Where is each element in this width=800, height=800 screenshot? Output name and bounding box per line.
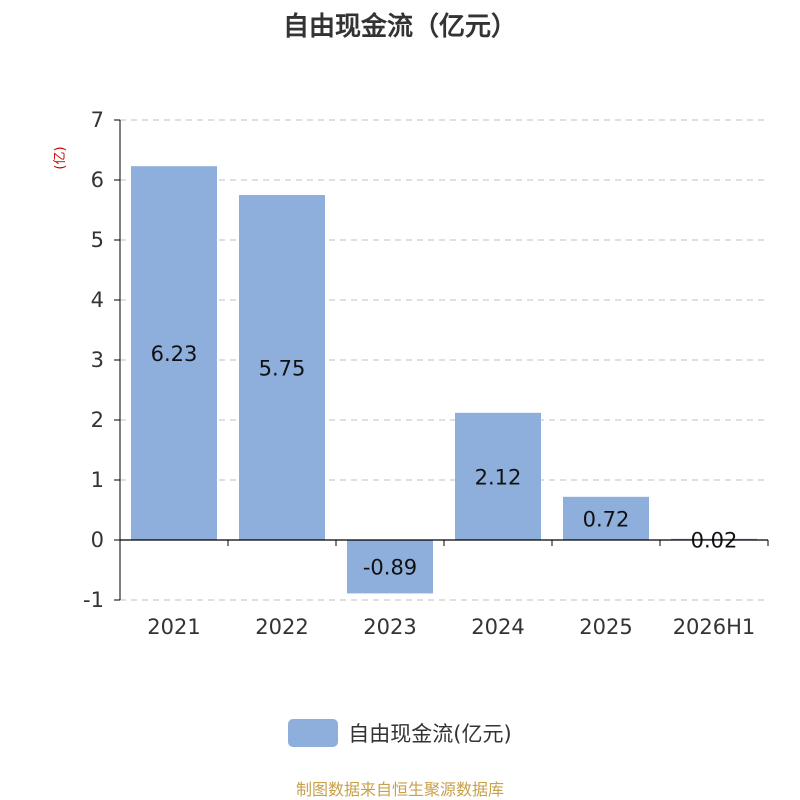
y-unit-label: (亿)	[53, 146, 68, 169]
x-tick-label: 2025	[579, 615, 632, 639]
y-tick-label: 5	[91, 228, 104, 252]
x-tick-label: 2026H1	[673, 615, 756, 639]
bar	[455, 412, 541, 540]
bar-data-label: 6.23	[151, 342, 198, 366]
bar-data-label: 5.75	[259, 357, 306, 381]
bar-data-label: -0.89	[363, 556, 417, 580]
bar	[131, 166, 217, 540]
bar-data-label: 2.12	[475, 465, 522, 489]
y-tick-label: 3	[91, 348, 104, 372]
source-note: 制图数据来自恒生聚源数据库	[295, 780, 504, 799]
x-tick-label: 2024	[471, 615, 524, 639]
y-tick-label: -1	[83, 588, 104, 612]
legend[interactable]: 自由现金流(亿元)	[0, 718, 800, 748]
bar-data-label: 0.72	[583, 507, 630, 531]
x-tick-label: 2021	[147, 615, 200, 639]
x-tick-label: 2023	[363, 615, 416, 639]
y-tick-label: 0	[91, 528, 104, 552]
bar	[563, 496, 649, 540]
y-tick-label: 7	[91, 108, 104, 132]
x-tick-label: 2022	[255, 615, 308, 639]
legend-swatch	[288, 719, 339, 747]
y-tick-label: 4	[91, 288, 104, 312]
bar	[347, 540, 433, 594]
legend-label: 自由现金流(亿元)	[348, 722, 512, 746]
y-tick-label: 2	[91, 408, 104, 432]
y-tick-label: 1	[91, 468, 104, 492]
chart-title: 自由现金流（亿元）	[282, 12, 517, 42]
y-tick-label: 6	[91, 168, 104, 192]
bar	[239, 195, 325, 540]
